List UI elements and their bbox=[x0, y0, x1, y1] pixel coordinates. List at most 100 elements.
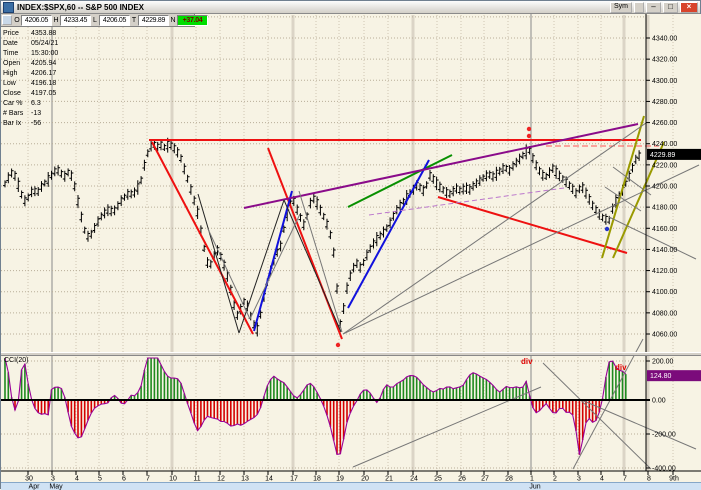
svg-text:7: 7 bbox=[623, 476, 627, 483]
svg-text:27: 27 bbox=[481, 476, 489, 483]
svg-text:4120.00: 4120.00 bbox=[652, 268, 677, 275]
quote-field-value: +37.04 bbox=[177, 15, 208, 26]
caption-buttons: Sym – □ × bbox=[610, 2, 698, 13]
cursor-data-value: 4206.17 bbox=[31, 69, 56, 79]
close-button[interactable]: × bbox=[680, 2, 698, 13]
svg-text:4240.00: 4240.00 bbox=[652, 141, 677, 148]
svg-text:26: 26 bbox=[458, 476, 466, 483]
svg-text:13: 13 bbox=[241, 476, 249, 483]
svg-text:4: 4 bbox=[600, 476, 604, 483]
svg-text:-400.00: -400.00 bbox=[652, 466, 676, 473]
svg-text:200.00: 200.00 bbox=[652, 359, 674, 366]
red-dot-jun1-top-1 bbox=[527, 127, 531, 131]
svg-text:11: 11 bbox=[193, 476, 200, 483]
svg-text:Jun: Jun bbox=[529, 484, 540, 490]
quote-field-value: 4206.05 bbox=[21, 15, 52, 26]
svg-text:19: 19 bbox=[336, 476, 344, 483]
svg-text:3: 3 bbox=[577, 476, 581, 483]
quote-field-label: H bbox=[53, 17, 59, 24]
cursor-data-label: Car % bbox=[3, 99, 31, 109]
cursor-data-label: # Bars bbox=[3, 109, 31, 119]
svg-text:May: May bbox=[49, 484, 63, 490]
svg-text:30: 30 bbox=[25, 476, 33, 483]
cursor-data-row: # Bars-13 bbox=[3, 109, 58, 119]
svg-text:14: 14 bbox=[265, 476, 273, 483]
svg-text:21: 21 bbox=[385, 476, 393, 483]
cursor-data-row: Car %6.3 bbox=[3, 99, 58, 109]
svg-text:12: 12 bbox=[217, 476, 225, 483]
svg-text:4: 4 bbox=[75, 476, 79, 483]
svg-text:4260.00: 4260.00 bbox=[652, 120, 677, 127]
quote-field-label: N bbox=[170, 17, 176, 24]
svg-text:4160.00: 4160.00 bbox=[652, 226, 677, 233]
svg-text:7: 7 bbox=[146, 476, 150, 483]
svg-text:9th: 9th bbox=[669, 476, 679, 483]
cursor-data-label: Time bbox=[3, 49, 31, 59]
chart-icon[interactable] bbox=[2, 15, 12, 25]
svg-text:124.80: 124.80 bbox=[650, 373, 672, 380]
cursor-data-value: -13 bbox=[31, 109, 41, 119]
cursor-data-value: 4196.18 bbox=[31, 79, 56, 89]
cursor-data-label: High bbox=[3, 69, 31, 79]
svg-text:20: 20 bbox=[361, 476, 369, 483]
cursor-data-label: Close bbox=[3, 89, 31, 99]
cci-indicator-label: CCI(20) bbox=[4, 357, 29, 364]
svg-text:Apr: Apr bbox=[29, 484, 41, 490]
cursor-data-value: 15:30:00 bbox=[31, 49, 58, 59]
cursor-data-label: Low bbox=[3, 79, 31, 89]
svg-text:17: 17 bbox=[290, 476, 298, 483]
cursor-data-label: Open bbox=[3, 59, 31, 69]
svg-text:5: 5 bbox=[98, 476, 102, 483]
svg-text:4140.00: 4140.00 bbox=[652, 247, 677, 254]
svg-text:4340.00: 4340.00 bbox=[652, 36, 677, 43]
svg-text:4200.00: 4200.00 bbox=[652, 184, 677, 191]
blue-dot-jun4-low bbox=[605, 227, 609, 231]
quote-field-value: 4206.05 bbox=[99, 15, 130, 26]
minimize-button[interactable]: – bbox=[646, 2, 661, 13]
svg-text:25: 25 bbox=[434, 476, 442, 483]
sym-button[interactable]: Sym bbox=[610, 2, 632, 13]
svg-text:10: 10 bbox=[169, 476, 177, 483]
svg-text:18: 18 bbox=[313, 476, 321, 483]
quote-field-label: O bbox=[14, 17, 20, 24]
cursor-data-label: Price bbox=[3, 29, 31, 39]
svg-text:4060.00: 4060.00 bbox=[652, 332, 677, 339]
quote-field-value: 4229.89 bbox=[138, 15, 169, 26]
svg-text:24: 24 bbox=[410, 476, 418, 483]
divergence-label: div bbox=[521, 357, 533, 366]
svg-text:4229.89: 4229.89 bbox=[650, 152, 675, 159]
svg-text:3: 3 bbox=[51, 476, 55, 483]
cursor-data-value: 4197.05 bbox=[31, 89, 56, 99]
svg-text:-200.00: -200.00 bbox=[652, 432, 676, 439]
link-button[interactable] bbox=[634, 2, 644, 13]
cursor-data-value: 4353.88 bbox=[31, 29, 56, 39]
svg-text:4180.00: 4180.00 bbox=[652, 205, 677, 212]
divergence-label: div bbox=[615, 363, 627, 372]
svg-text:4100.00: 4100.00 bbox=[652, 289, 677, 296]
cursor-data-label: Date bbox=[3, 39, 31, 49]
quote-field-value: 4233.45 bbox=[60, 15, 91, 26]
red-dot-may19-low bbox=[336, 343, 340, 347]
cursor-data-value: 05/24/21 bbox=[31, 39, 58, 49]
quote-field-label: L bbox=[92, 17, 98, 24]
red-dot-jun1-top-2 bbox=[527, 134, 531, 138]
maximize-button[interactable]: □ bbox=[663, 2, 678, 13]
quote-field-label: T bbox=[131, 17, 137, 24]
svg-text:4080.00: 4080.00 bbox=[652, 310, 677, 317]
cursor-data-value: 6.3 bbox=[31, 99, 41, 109]
svg-text:4280.00: 4280.00 bbox=[652, 99, 677, 106]
panel-separator bbox=[1, 352, 701, 356]
svg-text:1: 1 bbox=[530, 476, 534, 483]
cursor-data-value: 4205.94 bbox=[31, 59, 56, 69]
title-bar[interactable]: INDEX:$SPX,60 -- S&P 500 INDEX Sym – □ × bbox=[1, 1, 700, 14]
